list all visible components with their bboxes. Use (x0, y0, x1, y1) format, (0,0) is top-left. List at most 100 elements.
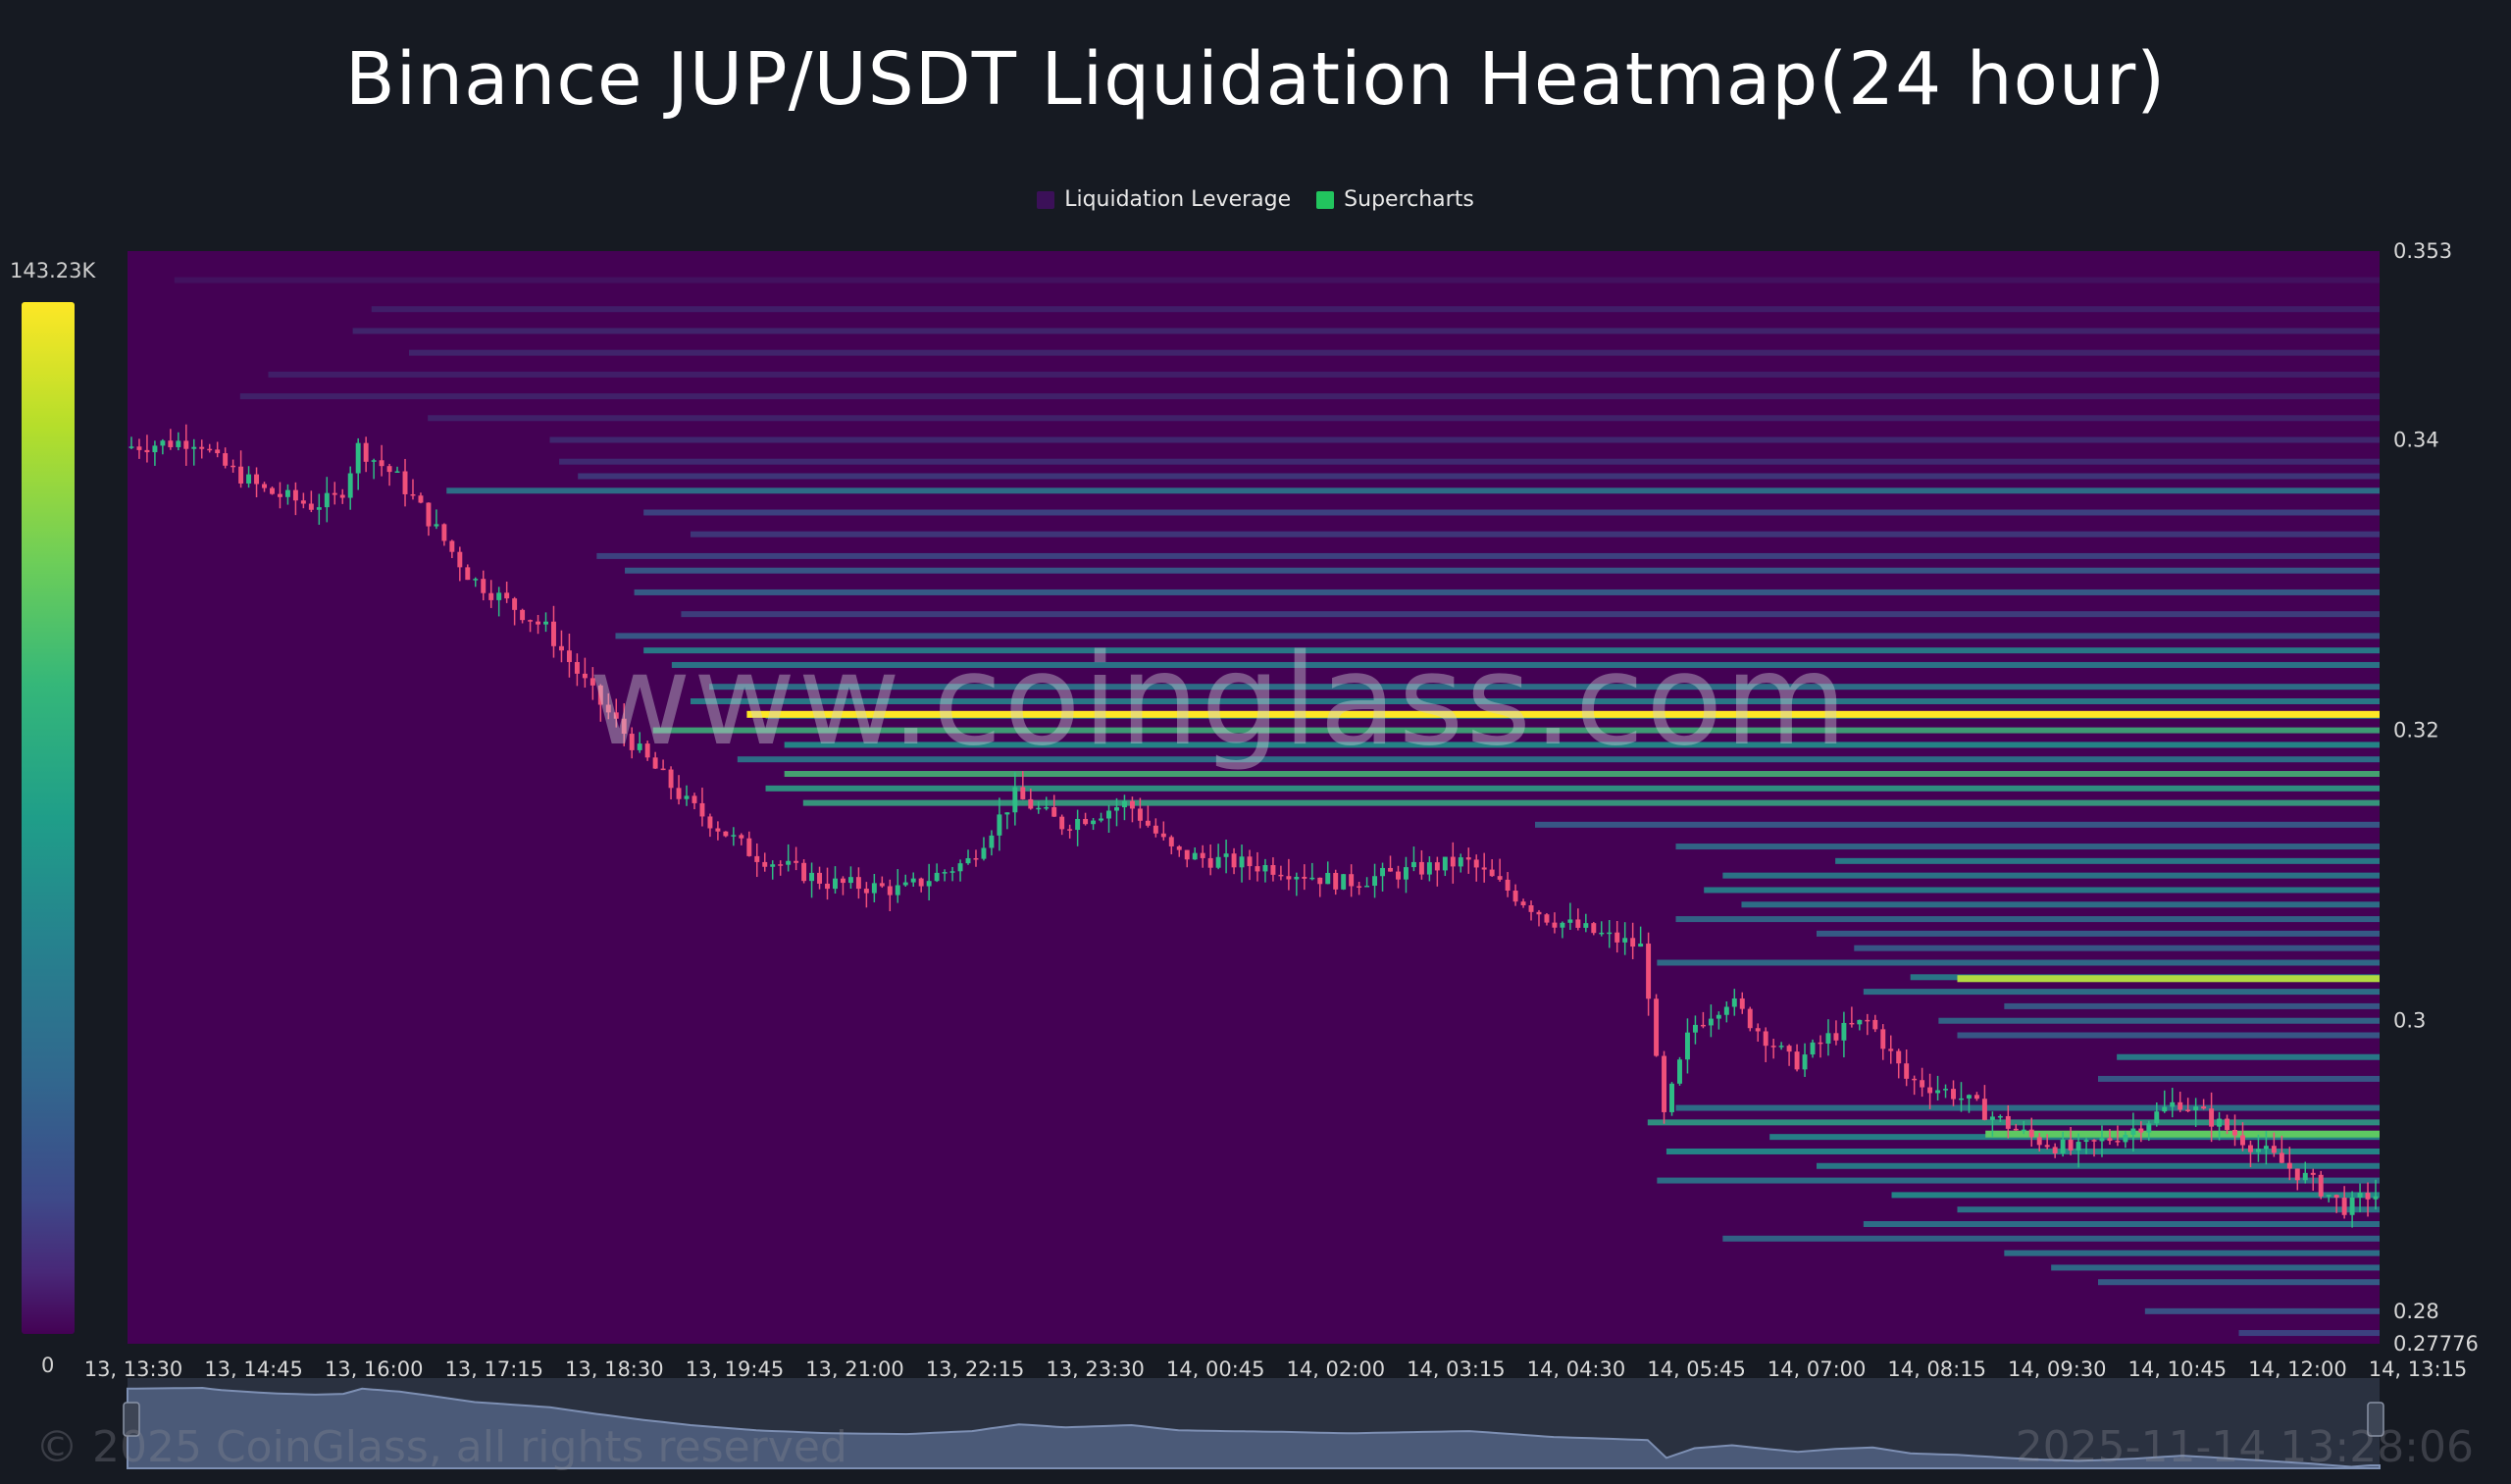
candle-body (1302, 876, 1307, 879)
candle-body (160, 440, 166, 446)
liquidation-level-band (1665, 1148, 2380, 1154)
candle-body (566, 650, 572, 663)
candle-body (1426, 862, 1432, 875)
candle-body (973, 857, 979, 860)
candle-body (2310, 1172, 2316, 1175)
candle-body (1418, 861, 1424, 875)
candle-body (754, 855, 760, 862)
candle-body (1333, 872, 1339, 890)
candle-body (1583, 923, 1589, 928)
footer-copyright: © 2025 CoinGlass, all rights reserved (35, 1422, 847, 1472)
candle-body (1841, 1022, 1847, 1041)
candle-body (2091, 1140, 2097, 1142)
liquidation-level-band (549, 436, 2380, 443)
y-tick-label: 0.34 (2393, 428, 2439, 451)
candle-body (2068, 1139, 2074, 1151)
candle-body (2028, 1129, 2034, 1138)
candle-body (1044, 806, 1050, 809)
candle-body (1966, 1095, 1972, 1099)
candle-body (668, 769, 674, 789)
liquidation-level-band (578, 473, 2381, 480)
candle-body (1481, 867, 1487, 870)
candlestick-series (128, 424, 2379, 1228)
navigator-left-handle[interactable] (123, 1402, 140, 1437)
candle-body (1192, 852, 1198, 860)
candle-body (1036, 807, 1042, 810)
candle-body (1662, 1055, 1667, 1112)
hot-liquidation-level (746, 710, 2380, 718)
candle-body (1388, 867, 1393, 872)
candle-body (1012, 787, 1018, 813)
x-tick-label: 13, 16:00 (325, 1357, 424, 1381)
candle-body (660, 768, 666, 771)
liquidation-level-band (784, 771, 2380, 778)
candle-body (1857, 1019, 1863, 1025)
candle-body (2357, 1193, 2363, 1198)
candle-body (473, 579, 479, 581)
navigator[interactable] (123, 1378, 2384, 1469)
candle-body (918, 878, 924, 887)
liquidation-levels (174, 277, 2381, 1337)
candle-body (2178, 1101, 2183, 1110)
candle-body (1450, 856, 1456, 867)
candle-body (481, 579, 487, 593)
y-tick-label: 0.28 (2393, 1300, 2439, 1323)
candle-body (2036, 1137, 2042, 1146)
candle-body (2130, 1128, 2136, 1135)
candle-body (770, 864, 776, 867)
candle-body (833, 878, 838, 890)
candle-body (1638, 944, 1644, 947)
liquidation-level-band (1722, 872, 2380, 879)
x-tick-label: 13, 14:45 (204, 1357, 303, 1381)
candle-body (528, 620, 534, 622)
liquidation-level-band (1722, 1235, 2380, 1242)
candle-body (1051, 806, 1057, 817)
candle-body (339, 494, 345, 498)
candle-body (496, 592, 502, 600)
candle-body (199, 446, 205, 449)
navigator-right-handle[interactable] (2367, 1402, 2384, 1437)
candle-body (347, 473, 353, 498)
candle-body (1989, 1116, 1995, 1120)
y-axis: 0.353 0.34 0.32 0.3 0.28 0.27776 (2393, 239, 2479, 1356)
candle-body (801, 862, 807, 882)
candle-body (465, 567, 471, 581)
candle-body (1677, 1059, 1682, 1084)
candle-body (1317, 877, 1323, 885)
candle-body (215, 449, 221, 454)
candle-body (1434, 862, 1440, 871)
legend-item-liquidation-leverage[interactable]: Liquidation Leverage (1037, 187, 1291, 212)
x-tick-label: 14, 05:45 (1647, 1357, 1746, 1381)
candle-body (989, 835, 995, 848)
candle-body (613, 712, 619, 719)
liquidation-level-band (1863, 989, 2380, 996)
candle-body (589, 678, 595, 686)
candle-body (2123, 1134, 2128, 1143)
candle-body (1357, 886, 1362, 888)
candle-body (2333, 1195, 2339, 1199)
candle-body (2271, 1146, 2277, 1153)
candle-body (270, 487, 275, 494)
liquidation-level-band (1704, 887, 2380, 894)
candle-body (1669, 1083, 1674, 1112)
candle-body (1599, 932, 1605, 935)
candle-body (1160, 833, 1166, 838)
candle-body (1904, 1063, 1910, 1079)
candle-body (1309, 877, 1315, 880)
candle-body (1028, 798, 1034, 809)
candle-body (262, 484, 267, 488)
candle-body (1489, 869, 1495, 877)
candle-body (2193, 1106, 2199, 1110)
hot-liquidation-level (1985, 1130, 2380, 1138)
candle-body (1810, 1042, 1816, 1055)
candle-body (794, 860, 799, 863)
liquidation-level-band (1647, 1119, 2380, 1126)
legend-item-supercharts[interactable]: Supercharts (1316, 187, 1474, 212)
candle-body (152, 445, 158, 453)
candle-body (1223, 853, 1229, 857)
candle-body (402, 471, 408, 494)
x-tick-label: 14, 12:00 (2248, 1357, 2347, 1381)
candle-body (1684, 1032, 1690, 1060)
candle-body (1497, 876, 1503, 880)
